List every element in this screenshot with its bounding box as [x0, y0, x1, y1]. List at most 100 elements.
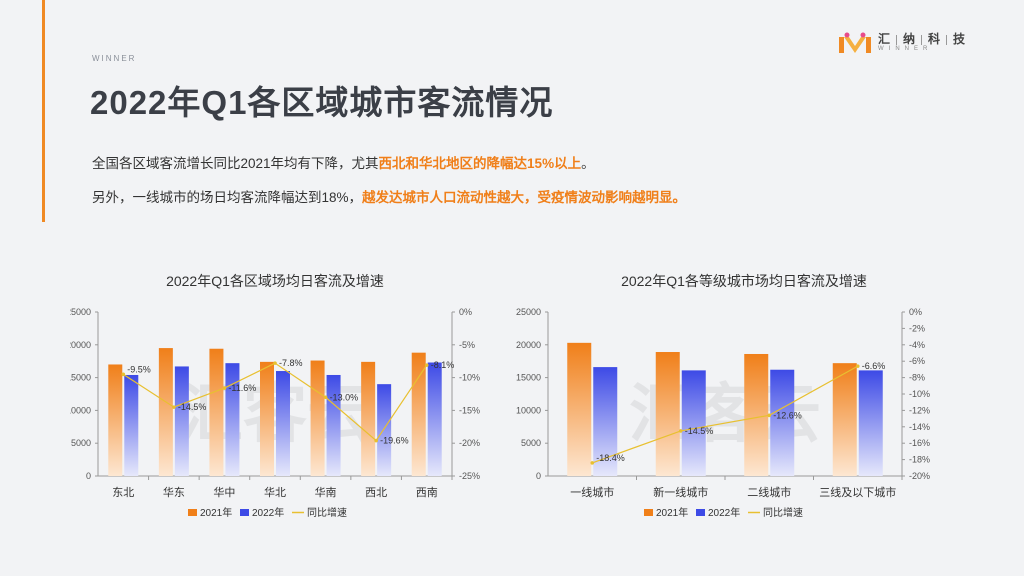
- logo-subtitle: WINNER: [878, 46, 933, 52]
- x-tick-label: 东北: [112, 486, 134, 499]
- y2-tick-label: -16%: [909, 438, 930, 448]
- bar-2021: [260, 361, 274, 476]
- summary-line-1: 全国各区域客流增长同比2021年均有下降，尤其西北和华北地区的降幅达15%以上。: [92, 152, 595, 172]
- x-tick-label: 西北: [365, 486, 387, 499]
- bar-2022: [770, 369, 795, 476]
- bar-2022: [225, 363, 240, 476]
- y-tick-label: 20000: [516, 340, 541, 350]
- page-title: 2022年Q1各区域城市客流情况: [90, 84, 554, 121]
- y-tick-label: 25000: [70, 307, 91, 317]
- x-tick-label: 二线城市: [747, 485, 791, 499]
- legend-label-2021: 2021年: [200, 506, 232, 519]
- legend-swatch-2022: [696, 509, 705, 516]
- growth-point: [172, 405, 176, 409]
- growth-point: [678, 429, 683, 433]
- bar-2021: [158, 348, 173, 476]
- growth-point: [273, 361, 277, 365]
- x-tick-label: 新一线城市: [653, 485, 708, 499]
- legend-swatch-2021: [188, 509, 197, 516]
- bar-2021: [655, 352, 680, 476]
- bar-2022: [174, 366, 189, 476]
- y2-tick-label: -6%: [909, 356, 925, 366]
- legend-label-2022: 2022年: [708, 506, 740, 519]
- growth-data-label: -9.5%: [127, 364, 151, 374]
- bar-2022: [858, 370, 883, 476]
- y-tick-label: 15000: [516, 373, 541, 383]
- y2-tick-label: -4%: [909, 340, 925, 350]
- legend-swatch-2022: [240, 509, 249, 516]
- growth-data-label: -11.6%: [228, 383, 256, 393]
- growth-data-label: -13.0%: [330, 392, 359, 402]
- chart-title: 2022年Q1各区域场均日客流及增速: [166, 273, 384, 289]
- growth-data-label: -12.6%: [773, 410, 802, 420]
- legend-label-2022: 2022年: [252, 506, 284, 519]
- bar-2021: [209, 348, 224, 476]
- summary-highlight: 西北和华北地区的降幅达15%以上: [378, 156, 582, 171]
- growth-data-label: -14.5%: [178, 402, 207, 412]
- chart-title: 2022年Q1各等级城市场均日客流及增速: [621, 273, 867, 289]
- legend-label-growth: 同比增速: [307, 506, 347, 519]
- bar-2021: [108, 364, 123, 476]
- bar-2022: [326, 374, 341, 476]
- y2-tick-label: -2%: [909, 323, 925, 333]
- y2-tick-label: 0%: [909, 307, 922, 317]
- growth-point: [374, 438, 378, 443]
- growth-data-label: -7.8%: [279, 358, 303, 368]
- x-tick-label: 华东: [163, 485, 185, 499]
- y2-tick-label: -14%: [909, 422, 930, 432]
- bar-2021: [310, 360, 325, 476]
- growth-point: [121, 372, 126, 377]
- y2-tick-label: -15%: [459, 405, 480, 415]
- legend-label-2021: 2021年: [656, 506, 688, 519]
- growth-point: [855, 364, 860, 368]
- growth-line: [592, 365, 859, 464]
- growth-data-label: -14.5%: [685, 426, 714, 436]
- legend-swatch-2021: [644, 509, 653, 516]
- summary-highlight: 越发达城市人口流动性越大，受疫情波动影响越明显。: [362, 190, 687, 205]
- growth-point: [222, 386, 227, 390]
- growth-point: [767, 413, 772, 418]
- x-tick-label: 华北: [264, 485, 286, 499]
- y-tick-label: 0: [86, 471, 91, 481]
- summary-line-2: 另外，一线城市的场日均客流降幅达到18%，越发达城市人口流动性越大，受疫情波动影…: [92, 186, 686, 206]
- y2-tick-label: -20%: [909, 471, 930, 481]
- bar-2021: [832, 363, 857, 476]
- y-tick-label: 0: [536, 471, 541, 481]
- logo-char: 汇: [878, 32, 891, 46]
- y-tick-label: 5000: [521, 438, 541, 448]
- growth-point: [424, 363, 429, 367]
- bar-2021: [361, 361, 376, 476]
- bar-2021: [744, 353, 769, 476]
- summary-text: 另外，一线城市的场日均客流降幅达到18%，: [92, 190, 363, 205]
- y-tick-label: 20000: [70, 340, 91, 350]
- bar-2021: [567, 342, 592, 476]
- y2-tick-label: -10%: [909, 389, 930, 399]
- summary-text: 全国各区域客流增长同比2021年均有下降，尤其: [92, 156, 379, 171]
- y2-tick-label: -8%: [909, 373, 925, 383]
- brand-small-label: WINNER: [92, 54, 137, 63]
- y-tick-label: 10000: [70, 405, 91, 415]
- y-tick-label: 15000: [70, 373, 91, 383]
- bar-2022: [276, 371, 290, 476]
- y2-tick-label: -12%: [909, 405, 930, 415]
- x-tick-label: 华中: [213, 485, 235, 499]
- y2-tick-label: 0%: [459, 307, 472, 317]
- x-tick-label: 华南: [315, 485, 337, 499]
- company-logo: 汇纳科技 WINNER: [838, 30, 988, 56]
- watermark-text: 汇客云: [179, 378, 371, 450]
- growth-data-label: -8.1%: [431, 360, 455, 370]
- growth-data-label: -18.4%: [596, 453, 625, 463]
- legend-label-growth: 同比增速: [763, 506, 803, 519]
- growth-point: [323, 395, 328, 400]
- y2-tick-label: -18%: [909, 455, 930, 465]
- bar-2021: [411, 352, 426, 476]
- y2-tick-label: -5%: [459, 340, 475, 350]
- x-tick-label: 西南: [416, 486, 438, 499]
- bar-2022: [124, 374, 139, 476]
- y-tick-label: 5000: [71, 438, 91, 448]
- bar-2022: [377, 384, 392, 476]
- y-tick-label: 10000: [516, 405, 541, 415]
- y2-tick-label: -10%: [459, 373, 480, 383]
- growth-data-label: -19.6%: [380, 436, 409, 446]
